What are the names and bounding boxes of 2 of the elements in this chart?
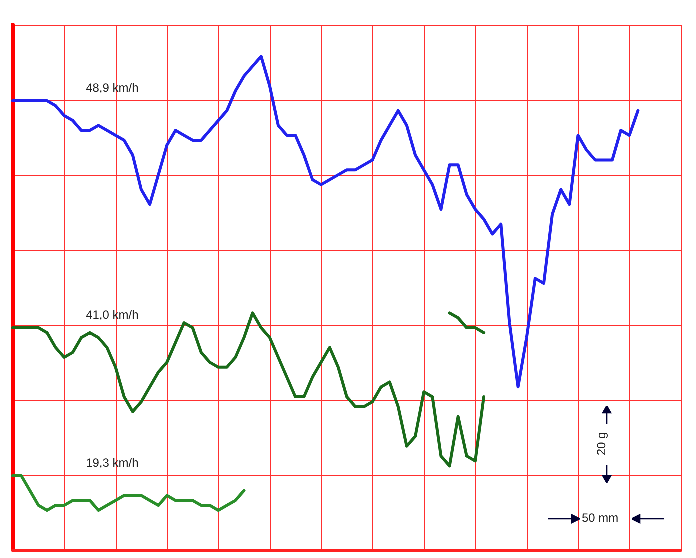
annotation: 20 g xyxy=(594,432,609,456)
annotation: 50 mm xyxy=(582,511,619,525)
